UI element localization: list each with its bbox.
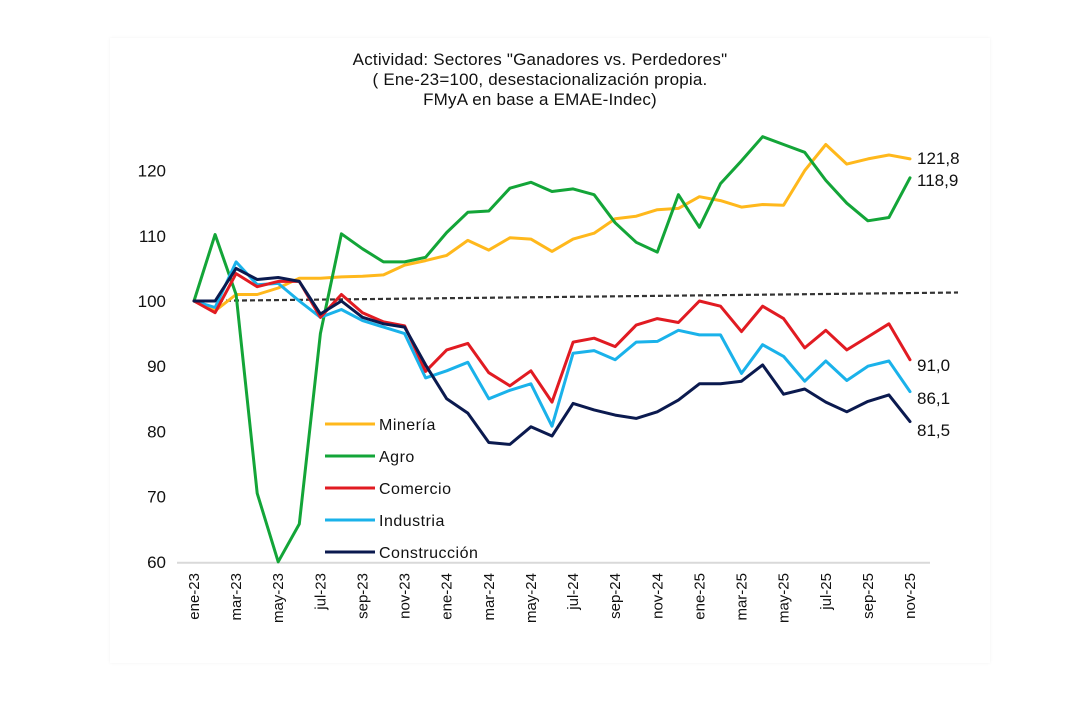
x-tick-label: nov-25 <box>902 573 919 619</box>
axes-group: 60 70 80 90 100 110 120 ene-23 mar-23 may-23 jul-2… <box>138 162 930 623</box>
x-tick-label: ene-24 <box>439 573 456 620</box>
y-tick-label: 60 <box>147 553 166 572</box>
chart-title-block: Actividad: Sectores "Ganadores vs. Perde… <box>0 50 1080 110</box>
x-tick-label: mar-25 <box>734 573 751 621</box>
legend-label-comercio: Comercio <box>379 481 451 498</box>
end-label-minería: 121,8 <box>917 149 960 168</box>
x-tick-label: jul-23 <box>312 573 329 611</box>
x-tick-label: mar-24 <box>481 573 498 621</box>
legend-label-construcción: Construcción <box>379 545 478 562</box>
x-tick-label: nov-24 <box>649 573 666 619</box>
x-tick-label: may-23 <box>270 573 287 623</box>
y-tick-label: 90 <box>147 357 166 376</box>
end-label-comercio: 91,0 <box>917 356 950 375</box>
series-line-agro <box>192 135 912 564</box>
y-tick-label: 120 <box>138 162 166 181</box>
series-line-construcción <box>192 266 912 446</box>
chart-frame <box>110 38 990 663</box>
trend-line-dashed <box>193 291 959 303</box>
trend-line-group <box>193 291 959 303</box>
chart-subtitle-line-1: ( Ene-23=100, desestacionalización propi… <box>372 70 708 89</box>
y-tick-label: 70 <box>147 488 166 507</box>
chart-subtitle-line-2: FMyA en base a EMAE-Indec) <box>423 90 657 109</box>
series-line-comercio <box>192 272 912 404</box>
end-label-industria: 86,1 <box>917 389 950 408</box>
series-lines-group <box>192 135 912 564</box>
series-line-industria <box>192 260 912 428</box>
y-tick-label: 80 <box>147 422 166 441</box>
end-label-construcción: 81,5 <box>917 421 950 440</box>
x-tick-label: sep-25 <box>860 573 877 619</box>
x-tick-label: nov-23 <box>397 573 414 619</box>
x-tick-label: ene-25 <box>691 573 708 620</box>
legend: Minería Agro Comercio Industria Construcción <box>325 417 478 562</box>
x-tick-label: sep-24 <box>607 573 624 619</box>
x-tick-label: may-24 <box>523 573 540 623</box>
legend-label-minería: Minería <box>379 417 436 434</box>
x-tick-label: sep-23 <box>354 573 371 619</box>
series-line-minería <box>192 143 912 313</box>
y-tick-label: 110 <box>139 227 166 246</box>
end-labels-group: 121,8 118,9 91,0 86,1 81,5 <box>917 149 960 440</box>
x-tick-label: jul-24 <box>565 573 582 611</box>
end-label-agro: 118,9 <box>917 171 958 190</box>
legend-label-industria: Industria <box>379 513 445 530</box>
x-tick-label: ene-23 <box>186 573 203 620</box>
chart-title: Actividad: Sectores "Ganadores vs. Perde… <box>352 50 728 69</box>
y-tick-label: 100 <box>138 292 166 311</box>
x-tick-label: may-25 <box>776 573 793 623</box>
legend-label-agro: Agro <box>379 449 415 466</box>
x-tick-label: mar-23 <box>228 573 245 621</box>
x-tick-label: jul-25 <box>818 573 835 611</box>
